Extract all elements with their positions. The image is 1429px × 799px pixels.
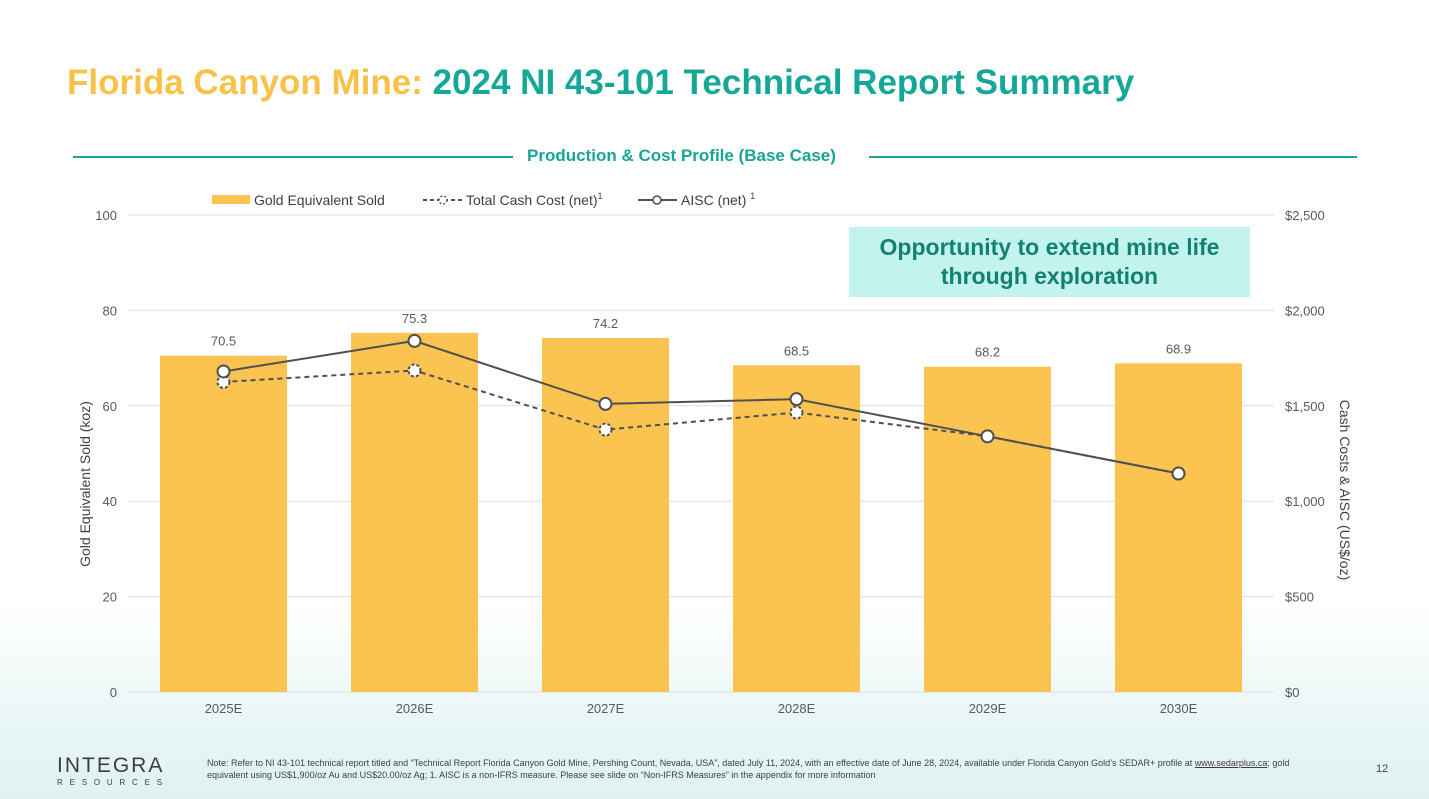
y2-axis-title: Cash Costs & AISC (US$/oz) [1337, 400, 1353, 581]
legend-aisc: AISC (net) 1 [681, 191, 755, 208]
section-label: Production & Cost Profile (Base Case) [527, 146, 836, 165]
section-divider-right [869, 156, 1357, 158]
logo-name: INTEGRA [57, 754, 165, 777]
x-tick-label: 2030E [1160, 701, 1198, 716]
aisc-point [407, 333, 422, 348]
x-tick-label: 2025E [205, 701, 243, 716]
aisc-point [789, 392, 804, 407]
production-cost-chart: 0 $0 20 $500 40 $1,000 60 $1,500 80 $2,000 100 $2,5… [77, 191, 1353, 716]
sedar-link[interactable]: www.sedarplus.ca [1194, 758, 1268, 768]
logo-subtitle: RESOURCES [57, 778, 169, 787]
y2-tick-label: $1,500 [1285, 399, 1325, 414]
page-title: Florida Canyon Mine: 2024 NI 43-101 Tech… [67, 60, 1134, 106]
bar-data-label: 74.2 [593, 316, 618, 331]
y2-tick-label: $500 [1285, 590, 1314, 605]
bar-data-label: 68.9 [1166, 341, 1191, 356]
y2-tick-label: $2,000 [1285, 303, 1325, 318]
aisc-point [1171, 466, 1186, 481]
total-cash-cost-point [789, 405, 804, 420]
x-tick-label: 2029E [969, 701, 1007, 716]
y-tick-label: 40 [103, 494, 117, 509]
legend-solid-marker [652, 195, 662, 205]
x-tick-label: 2026E [396, 701, 434, 716]
y-tick-label: 20 [103, 590, 117, 605]
page-number: 12 [1376, 763, 1389, 775]
y-tick-label: 60 [103, 399, 117, 414]
footnote: Note: Refer to NI 43-101 technical repor… [207, 757, 1297, 781]
bar-data-label: 75.3 [402, 311, 427, 326]
bar-gold-equivalent-2030E [1114, 363, 1243, 692]
bar-gold-equivalent-2029E [923, 366, 1052, 692]
integra-logo: INTEGRA RESOURCES [57, 755, 169, 788]
section-divider-left [73, 156, 513, 158]
aisc-point [980, 429, 995, 444]
y-tick-label: 80 [103, 303, 117, 318]
bar-gold-equivalent-2025E [159, 355, 288, 692]
bar-gold-equivalent-2027E [541, 338, 670, 692]
bar-data-label: 68.5 [784, 343, 809, 358]
exploration-callout: Opportunity to extend mine life through … [849, 227, 1250, 297]
section-header: Production & Cost Profile (Base Case) [73, 145, 1357, 169]
legend-footnote-marker: 1 [750, 191, 755, 201]
y-tick-label: 100 [95, 208, 117, 223]
bar-gold-equivalent-2026E [350, 332, 479, 692]
legend-footnote-marker: 1 [598, 191, 603, 201]
legend-total-cash-cost: Total Cash Cost (net)1 [466, 191, 603, 208]
title-mine-name: Florida Canyon Mine: [67, 63, 423, 102]
bar-data-label: 70.5 [211, 334, 236, 349]
total-cash-cost-line [223, 369, 1179, 475]
y-axis-title: Gold Equivalent Sold (koz) [77, 401, 93, 567]
y-tick-label: 0 [110, 685, 117, 700]
legend-bar-swatch [212, 195, 250, 204]
bar-data-label: 68.2 [975, 345, 1000, 360]
y2-tick-label: $1,000 [1285, 494, 1325, 509]
title-report-name: 2024 NI 43-101 Technical Report Summary [432, 63, 1135, 102]
legend-gold-equivalent: Gold Equivalent Sold [254, 192, 385, 208]
x-tick-label: 2027E [587, 701, 625, 716]
aisc-point [598, 396, 613, 411]
x-tick-label: 2028E [778, 701, 816, 716]
bar-gold-equivalent-2028E [732, 365, 861, 692]
aisc-point [216, 364, 231, 379]
chart-legend: Gold Equivalent Sold Total Cash Cost (net… [212, 191, 755, 208]
y2-tick-label: $0 [1285, 685, 1299, 700]
legend-dashed-marker [438, 195, 448, 205]
footnote-text: Note: Refer to NI 43-101 technical repor… [207, 758, 1195, 768]
footnote-text-end: ; gold equivalent using US$1,900/oz Au a… [207, 758, 1290, 780]
total-cash-cost-point [598, 422, 613, 437]
y2-tick-label: $2,500 [1285, 208, 1325, 223]
total-cash-cost-point [407, 363, 422, 378]
aisc-line [223, 339, 1179, 475]
